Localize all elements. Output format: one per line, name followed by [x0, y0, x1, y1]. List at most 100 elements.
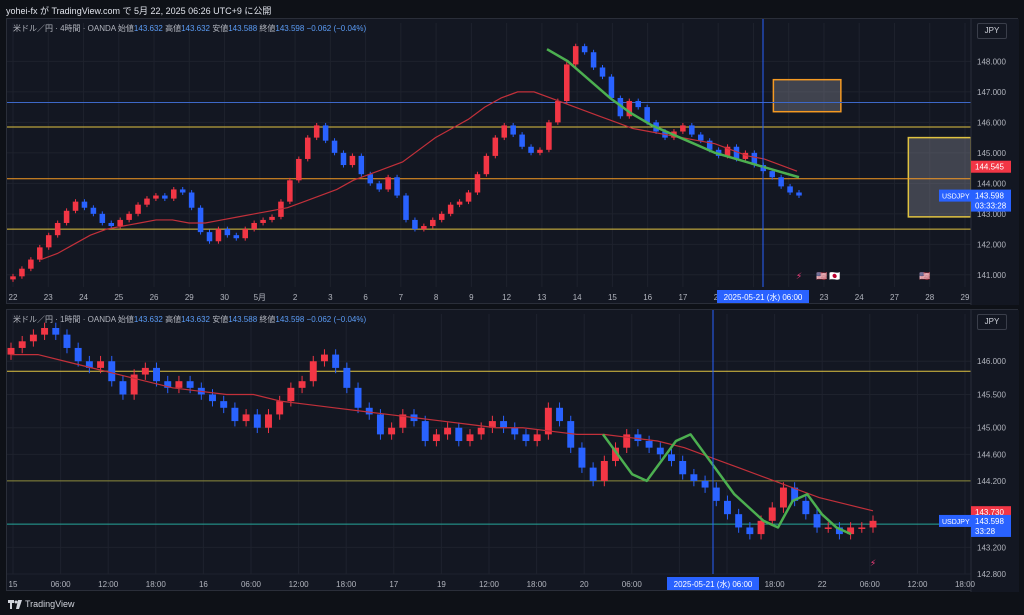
currency-button[interactable]: JPY — [977, 23, 1007, 39]
x-tick-label: 6 — [363, 293, 368, 302]
x-tick-label: 16 — [643, 293, 652, 302]
candle — [735, 514, 743, 528]
legend-symbol: 米ドル／円 · 1時間 · OANDA — [13, 315, 116, 324]
candle — [119, 381, 127, 395]
tradingview-logo-icon — [8, 600, 22, 610]
candle — [29, 334, 37, 342]
legend-close-label: 終値 — [259, 315, 276, 324]
event-icon: 🇺🇸 — [919, 271, 930, 282]
x-tick-label: 12:00 — [289, 580, 310, 589]
candle — [63, 334, 71, 348]
y-tick-label: 145.000 — [977, 149, 1006, 158]
candle — [41, 328, 49, 335]
x-tick-label: 29 — [185, 293, 194, 302]
x-tick-label: 24 — [855, 293, 864, 302]
candle — [697, 134, 704, 141]
candle — [54, 222, 61, 236]
event-icon: 🇯🇵 — [829, 271, 840, 282]
candle — [164, 381, 172, 388]
candle — [265, 414, 272, 428]
candle — [522, 434, 530, 442]
price-label-box — [971, 160, 1011, 173]
candle — [332, 354, 340, 368]
candle — [768, 507, 776, 521]
candle — [385, 177, 391, 190]
x-tick-label: 13 — [537, 293, 546, 302]
chart-1h-svg[interactable]: 146.000 145.500 145.000 144.600 144.200 143.2… — [7, 310, 1019, 592]
footer: TradingView — [0, 594, 1024, 615]
candle — [74, 347, 82, 362]
legend-1h: 米ドル／円 · 1時間 · OANDA 始値143.632 高値143.632 … — [13, 314, 366, 325]
candle — [153, 367, 161, 382]
candle — [313, 125, 320, 138]
candle — [287, 180, 293, 202]
candle — [455, 427, 463, 442]
candle — [746, 527, 754, 535]
candle — [130, 374, 138, 395]
footer-brand: TradingView — [25, 599, 75, 609]
candle — [791, 487, 799, 501]
legend-open-label: 始値 — [117, 24, 134, 33]
candle — [242, 229, 248, 239]
candle — [340, 152, 347, 166]
chart-panel-4h[interactable]: 148.000 147.000 146.000 145.000 144.000 143.0… — [6, 18, 1019, 305]
crosshair-date-box — [667, 577, 759, 590]
legend-change: −0.062 (−0.04%) — [306, 315, 367, 324]
candle — [701, 480, 709, 488]
candle — [296, 158, 302, 181]
moving-average-line — [40, 91, 798, 261]
legend-high-value: 143.632 — [181, 315, 210, 324]
candle — [706, 140, 713, 150]
x-tick-label: 5月 — [254, 293, 266, 302]
legend-open-value: 143.632 — [133, 315, 163, 324]
candle — [679, 460, 687, 475]
candle — [349, 155, 356, 166]
candle — [466, 434, 474, 442]
candle — [492, 137, 499, 156]
candle — [260, 219, 266, 223]
candle — [690, 474, 698, 481]
candle — [634, 434, 642, 442]
crosshair-date-label: 2025-05-21 (水) 06:00 — [724, 292, 803, 302]
candle — [126, 213, 132, 220]
y-tick-label: 144.200 — [977, 477, 1006, 486]
candle — [824, 527, 832, 529]
y-tick-label: 148.000 — [977, 57, 1006, 66]
candle — [90, 207, 97, 214]
y-tick-label: 143.200 — [977, 543, 1006, 552]
x-tick-label: 18:00 — [146, 580, 167, 589]
current-price-box — [971, 189, 1011, 212]
candle — [555, 101, 561, 123]
candle — [388, 427, 396, 435]
candle — [519, 134, 525, 147]
current-price-label: 143.598 — [975, 517, 1004, 526]
candle — [376, 414, 384, 435]
x-tick-label: 15 — [608, 293, 617, 302]
candle — [45, 235, 52, 248]
candle — [287, 387, 295, 402]
legend-high-label: 高値 — [165, 315, 182, 324]
x-tick-label: 20 — [580, 580, 589, 589]
y-tick-label: 144.600 — [977, 450, 1006, 459]
candle — [500, 421, 508, 428]
chart-panel-1h[interactable]: 146.000 145.500 145.000 144.600 144.200 143.2… — [6, 309, 1019, 592]
currency-button[interactable]: JPY — [977, 314, 1007, 330]
event-icon: ⚡ — [870, 559, 876, 569]
candle — [757, 520, 765, 535]
legend-high-label: 高値 — [165, 24, 182, 33]
candle — [501, 125, 508, 138]
candle — [403, 195, 409, 220]
x-tick-label: 17 — [389, 580, 398, 589]
chart-4h-svg[interactable]: 148.000 147.000 146.000 145.000 144.000 143.0… — [7, 19, 1019, 305]
candle — [197, 207, 204, 233]
legend-high-value: 143.632 — [181, 24, 210, 33]
candle — [153, 195, 159, 199]
x-tick-label: 28 — [925, 293, 934, 302]
candle — [537, 149, 543, 153]
symbol-label-box — [939, 514, 971, 527]
candle — [175, 381, 183, 388]
x-tick-label: 22 — [818, 580, 827, 589]
candle — [444, 427, 452, 435]
candle — [656, 447, 664, 455]
wave-line — [546, 48, 800, 179]
